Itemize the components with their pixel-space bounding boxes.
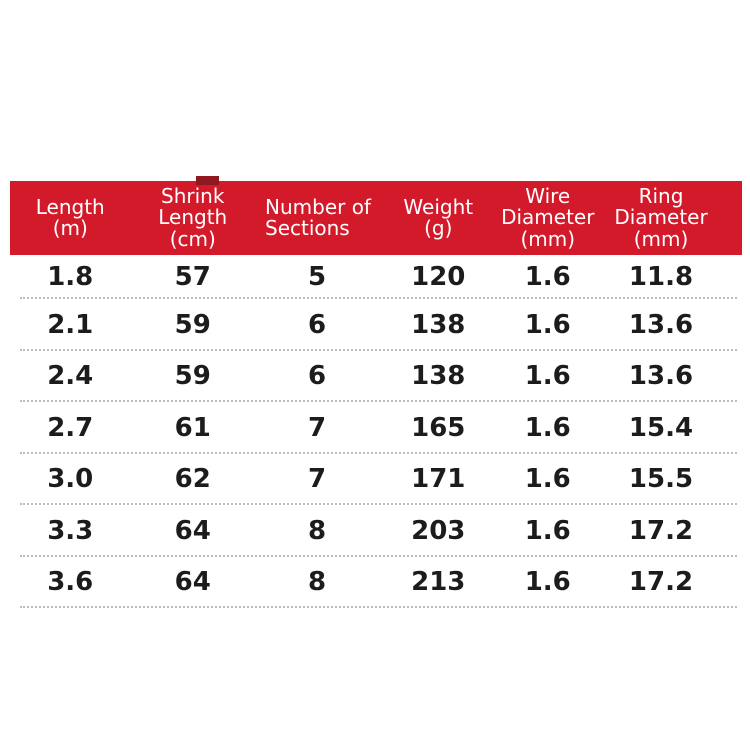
spec-cell-sections: 6 <box>307 361 327 392</box>
spec-cell-shrink_length: 59 <box>174 309 211 340</box>
spec-cell-shrink_length: 61 <box>174 412 211 443</box>
spec-cell-wire_diameter: 1.6 <box>524 309 571 340</box>
cropped-label-remnant <box>196 176 219 185</box>
spec-cell-length: 3.3 <box>47 515 94 546</box>
spec-cell-shrink_length: 57 <box>174 262 211 292</box>
column-header-length: Length (m) <box>35 194 105 240</box>
spec-cell-length: 3.6 <box>47 567 94 598</box>
column-header-sections: Number of Sections <box>265 194 371 240</box>
spec-cell-length: 3.0 <box>47 464 94 495</box>
spec-cell-sections: 5 <box>307 262 327 292</box>
spec-cell-weight: 138 <box>411 361 466 392</box>
spec-cell-weight: 165 <box>411 412 466 443</box>
spec-cell-sections: 8 <box>307 515 327 546</box>
column-header-weight: Weight (g) <box>403 194 474 240</box>
spec-cell-sections: 8 <box>307 567 327 598</box>
table-row: 2.1 59 6 138 1.6 13.6 <box>10 299 742 351</box>
table-row: 3.3 64 8 203 1.6 17.2 <box>10 505 742 557</box>
spec-cell-ring_diameter: 15.5 <box>628 464 694 495</box>
spec-cell-weight: 138 <box>411 309 466 340</box>
spec-cell-shrink_length: 64 <box>174 567 211 598</box>
spec-cell-ring_diameter: 17.2 <box>628 515 694 546</box>
table-row: 3.6 64 8 213 1.6 17.2 <box>10 557 742 609</box>
spec-cell-shrink_length: 62 <box>174 464 211 495</box>
spec-cell-weight: 120 <box>411 262 466 292</box>
spec-cell-shrink_length: 59 <box>174 361 211 392</box>
spec-cell-length: 2.7 <box>47 412 94 443</box>
spec-cell-wire_diameter: 1.6 <box>524 515 571 546</box>
spec-cell-sections: 7 <box>307 412 327 443</box>
spec-cell-weight: 213 <box>411 567 466 598</box>
spec-cell-wire_diameter: 1.6 <box>524 567 571 598</box>
spec-cell-length: 1.8 <box>47 262 94 292</box>
spec-cell-ring_diameter: 11.8 <box>628 262 694 292</box>
table-row: 2.4 59 6 138 1.6 13.6 <box>10 351 742 403</box>
spec-cell-wire_diameter: 1.6 <box>524 464 571 495</box>
table-body: 1.8 57 5 120 1.6 11.8 2.1 59 6 138 1.6 13.6 2.4 59 6 13… <box>10 255 742 608</box>
spec-cell-length: 2.4 <box>47 361 94 392</box>
spec-cell-weight: 171 <box>411 464 466 495</box>
table-row: 1.8 57 5 120 1.6 11.8 <box>10 255 742 299</box>
spec-cell-wire_diameter: 1.6 <box>524 262 571 292</box>
spec-cell-ring_diameter: 13.6 <box>628 309 694 340</box>
spec-cell-sections: 6 <box>307 309 327 340</box>
spec-cell-ring_diameter: 17.2 <box>628 567 694 598</box>
table-header: Length (m) Shrink Length (cm) Number of … <box>10 176 742 255</box>
spec-table: Length (m) Shrink Length (cm) Number of … <box>10 176 742 608</box>
spec-cell-length: 2.1 <box>47 309 94 340</box>
table-row: 3.0 62 7 171 1.6 15.5 <box>10 454 742 506</box>
column-header-wire-diameter: Wire Diameter (mm) <box>501 183 595 251</box>
spec-cell-wire_diameter: 1.6 <box>524 361 571 392</box>
spec-cell-sections: 7 <box>307 464 327 495</box>
spec-cell-weight: 203 <box>411 515 466 546</box>
column-header-ring-diameter: Ring Diameter (mm) <box>614 183 708 251</box>
spec-cell-ring_diameter: 15.4 <box>628 412 694 443</box>
column-header-shrink-length: Shrink Length (cm) <box>158 183 228 251</box>
table-row: 2.7 61 7 165 1.6 15.4 <box>10 402 742 454</box>
spec-cell-ring_diameter: 13.6 <box>628 361 694 392</box>
spec-cell-wire_diameter: 1.6 <box>524 412 571 443</box>
spec-cell-shrink_length: 64 <box>174 515 211 546</box>
